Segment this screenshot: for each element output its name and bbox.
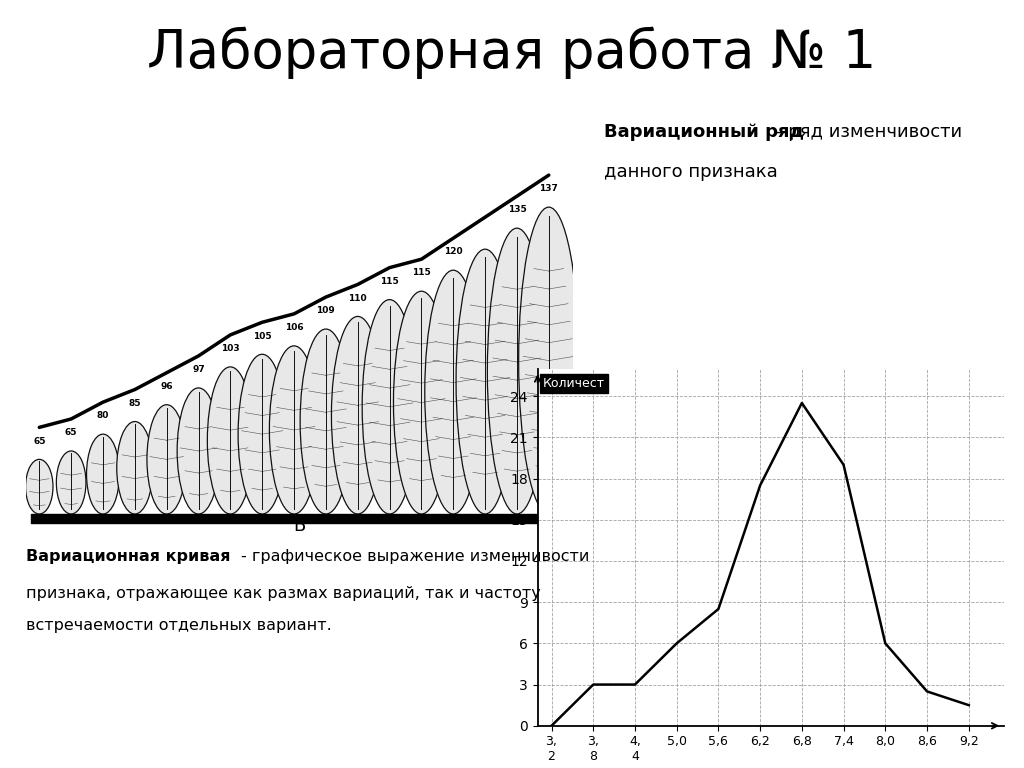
Ellipse shape [332, 316, 384, 514]
Ellipse shape [207, 367, 253, 514]
Text: встречаемости отдельных вариант.: встречаемости отдельных вариант. [26, 618, 332, 634]
Ellipse shape [362, 300, 417, 514]
Text: 97: 97 [193, 366, 205, 374]
Ellipse shape [147, 405, 186, 514]
Ellipse shape [519, 207, 579, 514]
Text: 80: 80 [97, 412, 110, 420]
Text: 106: 106 [285, 323, 303, 332]
Text: 65: 65 [33, 437, 45, 445]
Ellipse shape [177, 388, 220, 514]
Text: Вариационный ряд: Вариационный ряд [604, 123, 804, 141]
Ellipse shape [26, 459, 53, 514]
Text: 65: 65 [65, 429, 78, 437]
Ellipse shape [269, 346, 318, 514]
Text: 103: 103 [221, 344, 240, 353]
Text: 109: 109 [316, 306, 335, 316]
Ellipse shape [456, 249, 514, 514]
Text: Лабораторная работа № 1: Лабораторная работа № 1 [147, 27, 877, 79]
Ellipse shape [239, 354, 287, 514]
Text: 137: 137 [540, 184, 558, 194]
Text: - графическое выражение изменчивости: - графическое выражение изменчивости [241, 549, 589, 564]
Text: - ряд изменчивости: - ряд изменчивости [776, 123, 963, 141]
Text: 96: 96 [161, 382, 173, 391]
Text: 120: 120 [444, 247, 463, 257]
Ellipse shape [117, 422, 153, 514]
Text: Б: Б [294, 517, 305, 535]
Ellipse shape [87, 434, 120, 514]
Ellipse shape [425, 270, 481, 514]
Text: данного признака: данного признака [604, 163, 778, 180]
Text: 105: 105 [253, 332, 271, 340]
Text: 85: 85 [129, 399, 141, 408]
Text: признака, отражающее как размах вариаций, так и частоту: признака, отражающее как размах вариаций… [26, 586, 541, 601]
Ellipse shape [300, 329, 351, 514]
Text: 115: 115 [380, 277, 399, 286]
Text: 135: 135 [508, 205, 526, 214]
Ellipse shape [393, 291, 450, 514]
Text: 110: 110 [348, 293, 367, 303]
Text: Вариационная кривая: Вариационная кривая [26, 549, 230, 564]
Text: Количест: Количест [543, 377, 605, 390]
Text: 115: 115 [412, 269, 431, 277]
Ellipse shape [487, 228, 547, 514]
Ellipse shape [56, 451, 86, 514]
